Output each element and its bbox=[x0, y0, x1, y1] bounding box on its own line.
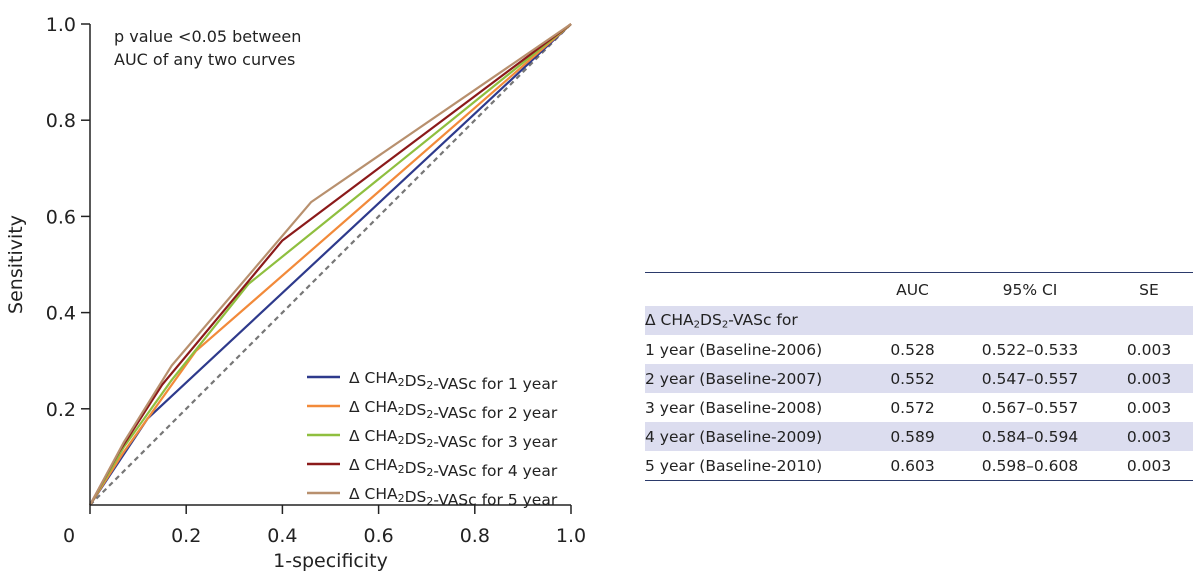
x-tick-label: 0.2 bbox=[171, 525, 201, 547]
y-tick-label: 0.4 bbox=[46, 303, 76, 325]
legend-label: Δ CHA2DS2-VASc for 3 year bbox=[349, 427, 558, 451]
table-cell-auc: 0.589 bbox=[870, 422, 955, 451]
table-header-row: AUC 95% CI SE bbox=[645, 273, 1193, 307]
y-tick-label: 0.2 bbox=[46, 399, 76, 421]
table-row: 5 year (Baseline-2010) 0.603 0.598–0.608 0.… bbox=[645, 451, 1193, 481]
table-header-se: SE bbox=[1139, 280, 1159, 299]
legend-label: Δ CHA2DS2-VASc for 1 year bbox=[349, 369, 558, 393]
annotation-line-1: p value <0.05 between bbox=[114, 27, 301, 46]
table-cell-se: 0.003 bbox=[1105, 422, 1193, 451]
annotation-line-2: AUC of any two curves bbox=[114, 50, 295, 69]
y-tick-label: 0.6 bbox=[46, 206, 76, 228]
x-tick-label: 1.0 bbox=[556, 525, 586, 547]
table-cell-se: 0.003 bbox=[1126, 340, 1172, 359]
y-tick-label: 0.8 bbox=[46, 110, 76, 132]
table-header-auc: AUC bbox=[896, 280, 929, 299]
legend-label: Δ CHA2DS2-VASc for 4 year bbox=[349, 456, 558, 480]
auc-table: AUC 95% CI SE Δ CHA2DS2-VASc for 1 year … bbox=[645, 272, 1193, 481]
x-tick-label: 0.4 bbox=[267, 525, 297, 547]
table-cell-se: 0.003 bbox=[1105, 364, 1193, 393]
table-row: 2 year (Baseline-2007) 0.552 0.547–0.557 0.… bbox=[645, 364, 1193, 393]
table-cell-auc: 0.528 bbox=[890, 340, 935, 359]
series-line-5-year bbox=[89, 23, 572, 506]
table-cell-auc: 0.552 bbox=[870, 364, 955, 393]
series-line-2-year bbox=[89, 23, 572, 506]
table-cell-label: 5 year (Baseline-2010) bbox=[645, 456, 823, 475]
table-cell-label: 1 year (Baseline-2006) bbox=[645, 340, 823, 359]
table-cell-ci: 0.522–0.533 bbox=[981, 340, 1079, 359]
table-header-cell bbox=[645, 273, 870, 307]
series-line-3-year bbox=[89, 23, 572, 506]
legend-label: Δ CHA2DS2-VASc for 2 year bbox=[349, 398, 558, 422]
y-tick-label: 1.0 bbox=[46, 14, 76, 36]
table-row: 3 year (Baseline-2008) 0.572 0.567–0.557 0.… bbox=[645, 393, 1193, 422]
legend-label: Δ CHA2DS2-VASc for 5 year bbox=[349, 485, 558, 509]
table-cell-label: 2 year (Baseline-2007) bbox=[645, 364, 870, 393]
table-cell-auc: 0.603 bbox=[890, 456, 935, 475]
table-cell-ci: 0.598–0.608 bbox=[981, 456, 1079, 475]
y-axis-title: Sensitivity bbox=[5, 215, 27, 314]
table-cell-auc: 0.572 bbox=[890, 398, 935, 417]
roc-chart: 0.2 0.4 0.6 0.8 1.0 0.2 0.4 0.6 0.8 1.0 0 1-speci… bbox=[5, 14, 586, 572]
table-row: 1 year (Baseline-2006) 0.528 0.522–0.533 0.… bbox=[645, 335, 1193, 364]
table-cell-ci: 0.584–0.594 bbox=[955, 422, 1105, 451]
table-cell-label: 3 year (Baseline-2008) bbox=[645, 398, 823, 417]
x-tick-label: 0 bbox=[63, 525, 75, 547]
legend: Δ CHA2DS2-VASc for 1 year Δ CHA2DS2-VASc … bbox=[307, 369, 558, 509]
table-cell-se: 0.003 bbox=[1126, 456, 1172, 475]
table-section-row: Δ CHA2DS2-VASc for bbox=[645, 306, 1193, 335]
table-cell-ci: 0.567–0.557 bbox=[981, 398, 1079, 417]
table-cell-ci: 0.547–0.557 bbox=[955, 364, 1105, 393]
table-cell-se: 0.003 bbox=[1126, 398, 1172, 417]
x-tick-label: 0.8 bbox=[460, 525, 490, 547]
x-axis-title: 1-specificity bbox=[273, 550, 388, 572]
table-section-label: Δ CHA2DS2-VASc for bbox=[645, 306, 1193, 335]
table-cell-label: 4 year (Baseline-2009) bbox=[645, 422, 870, 451]
table-header-ci: 95% CI bbox=[1002, 280, 1058, 299]
x-tick-label: 0.6 bbox=[363, 525, 393, 547]
table-row: 4 year (Baseline-2009) 0.589 0.584–0.594 0.… bbox=[645, 422, 1193, 451]
